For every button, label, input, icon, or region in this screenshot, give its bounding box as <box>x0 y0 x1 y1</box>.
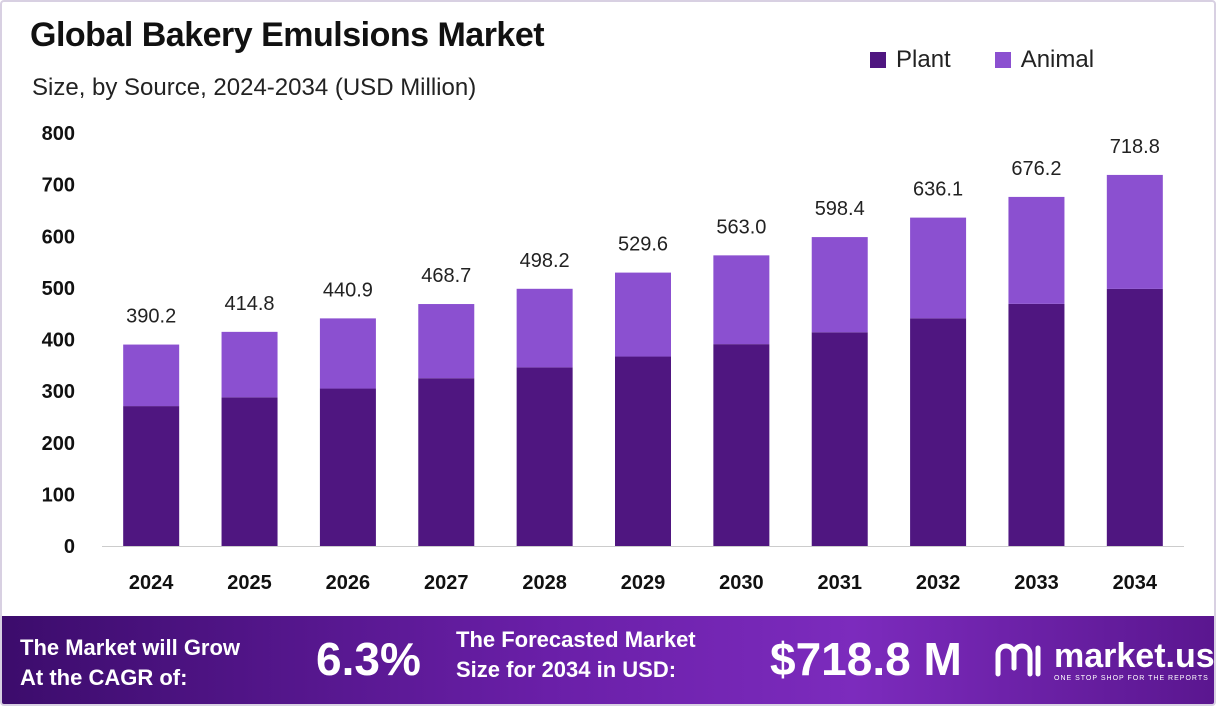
bar-plant <box>713 344 770 546</box>
x-tick-label: 2034 <box>1113 572 1158 594</box>
forecast-value: $718.8 M <box>770 633 962 685</box>
y-tick-label: 300 <box>42 381 75 403</box>
data-label: 676.2 <box>1011 158 1061 180</box>
bar-plant <box>221 397 278 546</box>
bar-plant <box>1106 288 1163 546</box>
data-label: 390.2 <box>126 306 176 328</box>
legend-item-animal: Animal <box>994 46 1095 74</box>
x-tick-label: 2031 <box>817 572 862 594</box>
data-label: 468.7 <box>421 265 471 287</box>
x-tick-label: 2030 <box>719 572 764 594</box>
x-tick-label: 2026 <box>326 572 371 594</box>
x-tick-label: 2027 <box>424 572 469 594</box>
footer-banner: The Market will Grow At the CAGR of: 6.3… <box>2 616 1215 704</box>
y-tick-label: 400 <box>42 330 75 352</box>
x-tick-label: 2033 <box>1014 572 1059 594</box>
y-tick-label: 100 <box>42 484 75 506</box>
forecast-label-line1: The Forecasted Market <box>456 627 696 652</box>
market-us-logo-icon <box>995 643 1041 677</box>
legend: Plant Animal <box>870 46 1094 74</box>
y-tick-label: 800 <box>42 123 75 145</box>
bar-animal <box>910 217 967 319</box>
x-tick-label: 2029 <box>621 572 666 594</box>
bar-animal <box>123 344 180 407</box>
data-label: 718.8 <box>1110 136 1160 158</box>
bar-animal <box>319 318 376 389</box>
x-tick-label: 2024 <box>129 572 174 594</box>
brand-tagline: ONE STOP SHOP FOR THE REPORTS <box>1054 674 1209 682</box>
x-tick-label: 2025 <box>227 572 272 594</box>
bar-animal <box>516 288 573 368</box>
cagr-label-line1: The Market will Grow <box>20 635 241 660</box>
cagr-value: 6.3% <box>316 633 421 685</box>
bar-plant <box>811 332 868 546</box>
data-label: 440.9 <box>323 279 373 301</box>
x-tick-label: 2032 <box>916 572 961 594</box>
bar-plant <box>1008 303 1065 546</box>
data-label: 529.6 <box>618 234 668 256</box>
legend-item-plant: Plant <box>870 46 951 74</box>
data-label: 636.1 <box>913 179 963 201</box>
brand: market.us ONE STOP SHOP FOR THE REPORTS <box>992 636 1215 682</box>
bar-animal <box>811 237 868 333</box>
bar-animal <box>713 255 770 345</box>
bar-animal <box>1008 196 1065 304</box>
y-tick-label: 700 <box>42 175 75 197</box>
y-tick-label: 500 <box>42 278 75 300</box>
data-label: 414.8 <box>225 293 275 315</box>
x-tick-label: 2028 <box>522 572 567 594</box>
bar-plant <box>123 406 180 546</box>
bar-animal <box>1106 174 1163 289</box>
brand-name: market.us <box>1054 636 1215 675</box>
bar-animal <box>615 272 671 357</box>
y-tick-label: 600 <box>42 226 75 248</box>
bar-animal <box>221 331 278 398</box>
bar-animal <box>418 304 475 379</box>
chart-title: Global Bakery Emulsions Market <box>30 16 545 54</box>
bar-plant <box>319 388 376 546</box>
bar-plant <box>910 318 967 546</box>
chart-subtitle: Size, by Source, 2024-2034 (USD Million) <box>32 74 477 101</box>
bar-plant <box>418 378 475 546</box>
legend-swatch-plant <box>870 52 886 68</box>
legend-label-plant: Plant <box>896 46 951 73</box>
bar-plant <box>615 356 671 546</box>
bar-plant <box>516 367 573 546</box>
data-label: 498.2 <box>520 250 570 272</box>
y-tick-label: 0 <box>64 536 75 558</box>
data-label: 563.0 <box>716 216 766 238</box>
legend-swatch-animal <box>994 52 1011 68</box>
legend-label-animal: Animal <box>1020 46 1095 73</box>
bar-chart: 0 100 200 300 400 500 600 700 800 390.2 2024 414.8 2… <box>42 123 1184 594</box>
data-label: 598.4 <box>815 198 865 220</box>
cagr-label-line2: At the CAGR of: <box>20 665 188 690</box>
y-tick-label: 200 <box>42 433 75 455</box>
forecast-label-line2: Size for 2034 in USD: <box>456 657 677 682</box>
